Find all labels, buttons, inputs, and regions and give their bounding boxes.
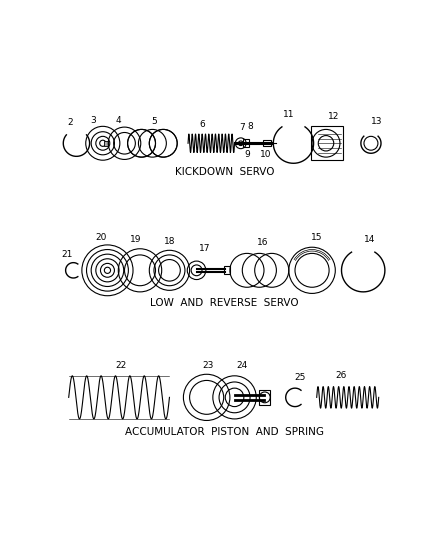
Text: LOW  AND  REVERSE  SERVO: LOW AND REVERSE SERVO — [150, 298, 299, 309]
Bar — [263, 140, 271, 147]
Text: 21: 21 — [61, 251, 73, 260]
Text: 7: 7 — [240, 123, 245, 132]
Text: 3: 3 — [91, 116, 96, 125]
Text: 4: 4 — [116, 116, 121, 125]
Text: 22: 22 — [115, 360, 126, 369]
Text: 23: 23 — [202, 360, 214, 369]
Text: ACCUMULATOR  PISTON  AND  SPRING: ACCUMULATOR PISTON AND SPRING — [125, 427, 324, 437]
Text: 5: 5 — [151, 117, 157, 126]
Text: 19: 19 — [131, 235, 142, 244]
Text: KICKDOWN  SERVO: KICKDOWN SERVO — [175, 167, 274, 177]
Bar — [311, 126, 343, 160]
Bar — [259, 390, 270, 405]
Text: 10: 10 — [260, 150, 271, 158]
Text: 16: 16 — [257, 238, 268, 247]
Bar — [243, 140, 249, 147]
Text: 20: 20 — [95, 233, 107, 241]
Bar — [224, 266, 230, 274]
Text: 17: 17 — [198, 244, 210, 253]
Text: 8: 8 — [247, 122, 253, 131]
Text: 18: 18 — [164, 237, 175, 246]
Bar — [103, 141, 108, 146]
Text: 24: 24 — [237, 360, 248, 369]
Text: 13: 13 — [371, 117, 382, 126]
Text: 14: 14 — [364, 235, 375, 244]
Text: 25: 25 — [294, 373, 305, 382]
Text: 12: 12 — [328, 112, 339, 121]
Text: 15: 15 — [311, 233, 322, 243]
Text: 11: 11 — [283, 109, 294, 118]
Text: 2: 2 — [67, 118, 73, 127]
Text: 9: 9 — [244, 150, 250, 158]
Text: 26: 26 — [336, 372, 347, 381]
Text: 6: 6 — [199, 119, 205, 128]
